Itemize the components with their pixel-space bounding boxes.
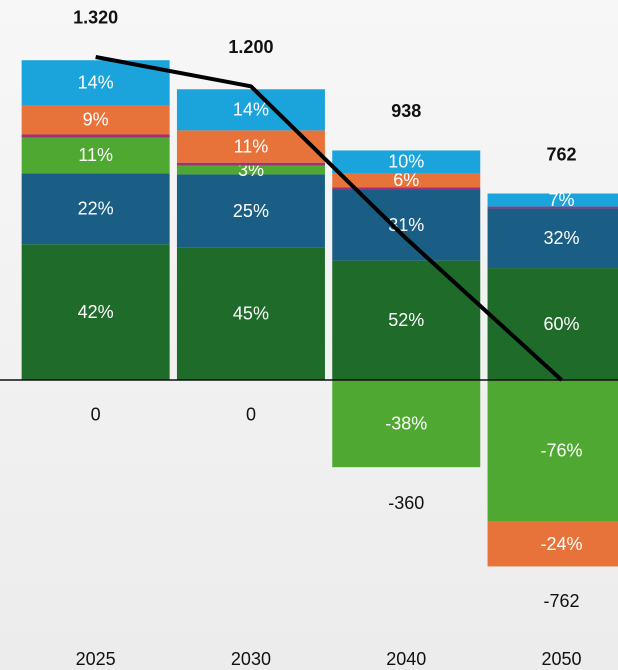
segment-label: -24%: [541, 534, 583, 554]
negative-total-label: 0: [246, 405, 256, 425]
segment-label: 42%: [78, 302, 114, 322]
segment-label: 14%: [78, 73, 114, 93]
segment-label: 9%: [83, 110, 109, 130]
segment-label: 60%: [544, 314, 580, 334]
bar-segment: [21, 134, 170, 138]
bar-segment: [487, 268, 618, 380]
segment-label: 45%: [233, 304, 269, 324]
total-label: 1.320: [73, 8, 118, 28]
total-label: 762: [547, 144, 577, 164]
bar-segment: [176, 174, 325, 248]
bar-segment: [487, 521, 618, 567]
x-tick-label: 2040: [386, 649, 426, 669]
segment-label: 14%: [233, 100, 269, 120]
segment-label: 11%: [234, 136, 269, 156]
segment-label: 11%: [78, 145, 113, 165]
x-tick-label: 2025: [76, 649, 116, 669]
bar-segment: [332, 379, 481, 468]
bar-segment: [487, 193, 618, 207]
segment-label: -38%: [385, 413, 427, 433]
negative-total-label: 0: [91, 405, 101, 425]
bar-segment: [176, 162, 325, 166]
segment-label: 32%: [544, 228, 580, 248]
negative-total-label: -360: [388, 493, 424, 513]
segment-label: 7%: [549, 190, 575, 210]
negative-total-label: -762: [544, 591, 580, 611]
total-label: 938: [391, 101, 421, 121]
bar-segment: [487, 206, 618, 209]
segment-label: 22%: [78, 199, 114, 219]
segment-label: 52%: [388, 310, 424, 330]
bar-segment: [21, 105, 170, 135]
net-line: [95, 55, 563, 382]
segment-label: 25%: [233, 201, 269, 221]
bar-segment: [176, 89, 325, 131]
x-tick-label: 2050: [542, 649, 582, 669]
segment-label: 6%: [393, 170, 419, 190]
bar-segment: [176, 247, 325, 380]
x-tick-label: 2030: [231, 649, 271, 669]
segment-label: 10%: [388, 152, 424, 172]
bar-segment: [21, 244, 170, 380]
total-label: 1.200: [228, 37, 273, 57]
bar-segment: [176, 165, 325, 175]
bar-segment: [487, 208, 618, 269]
bar-segment: [332, 150, 481, 174]
bar-segment: [332, 189, 481, 261]
bar-segment: [332, 187, 481, 190]
bar-segment: [21, 137, 170, 174]
bar-segment: [332, 260, 481, 380]
segment-label: -76%: [541, 441, 583, 461]
bar-segment: [21, 173, 170, 245]
bar-segment: [332, 173, 481, 188]
bar-segment: [487, 379, 618, 522]
